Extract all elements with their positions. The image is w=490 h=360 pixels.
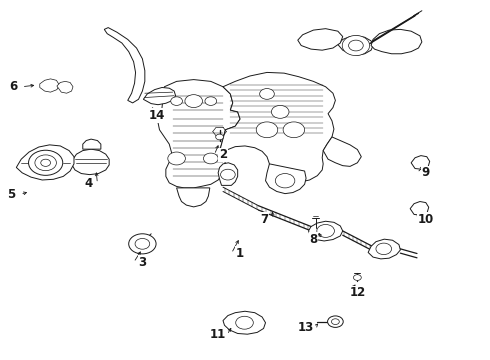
Polygon shape <box>371 30 422 54</box>
Polygon shape <box>223 311 266 334</box>
Circle shape <box>348 40 363 51</box>
Polygon shape <box>57 81 73 93</box>
Polygon shape <box>220 72 335 182</box>
Circle shape <box>275 174 295 188</box>
Text: 10: 10 <box>417 213 434 226</box>
Text: 5: 5 <box>7 188 16 201</box>
Circle shape <box>342 36 369 55</box>
Polygon shape <box>16 145 74 180</box>
Circle shape <box>328 316 343 327</box>
Circle shape <box>283 122 305 138</box>
Circle shape <box>331 319 339 324</box>
Circle shape <box>271 105 289 118</box>
Circle shape <box>353 275 361 280</box>
Circle shape <box>28 150 63 175</box>
Circle shape <box>171 97 182 105</box>
Polygon shape <box>323 137 361 166</box>
Circle shape <box>256 122 278 138</box>
Text: 13: 13 <box>298 320 314 333</box>
Circle shape <box>236 316 253 329</box>
Circle shape <box>168 152 185 165</box>
Text: 12: 12 <box>349 287 366 300</box>
Polygon shape <box>104 28 145 103</box>
Polygon shape <box>309 221 343 241</box>
Text: 6: 6 <box>9 80 17 93</box>
Circle shape <box>205 97 217 105</box>
Polygon shape <box>40 79 59 92</box>
Circle shape <box>260 89 274 99</box>
Polygon shape <box>368 239 400 259</box>
Circle shape <box>216 134 223 140</box>
Circle shape <box>135 238 150 249</box>
Polygon shape <box>338 36 373 55</box>
Text: 8: 8 <box>309 233 318 246</box>
Circle shape <box>317 225 334 237</box>
Text: 14: 14 <box>149 109 165 122</box>
Text: 11: 11 <box>210 328 226 341</box>
Text: 1: 1 <box>236 247 244 260</box>
Text: 2: 2 <box>219 148 227 161</box>
Circle shape <box>203 153 218 164</box>
Polygon shape <box>266 164 306 194</box>
Polygon shape <box>410 202 429 215</box>
Polygon shape <box>158 80 240 188</box>
Polygon shape <box>218 163 238 185</box>
Circle shape <box>41 159 50 166</box>
Circle shape <box>35 155 56 171</box>
Circle shape <box>129 234 156 254</box>
Text: 3: 3 <box>138 256 147 269</box>
Polygon shape <box>83 139 101 149</box>
Polygon shape <box>298 29 343 50</box>
Text: 9: 9 <box>422 166 430 179</box>
Polygon shape <box>144 87 175 105</box>
Polygon shape <box>176 188 210 207</box>
Text: 4: 4 <box>84 177 93 190</box>
Polygon shape <box>72 149 109 175</box>
Circle shape <box>376 243 392 255</box>
Circle shape <box>220 169 235 180</box>
Circle shape <box>185 95 202 108</box>
Text: 7: 7 <box>261 213 269 226</box>
Polygon shape <box>411 156 430 169</box>
